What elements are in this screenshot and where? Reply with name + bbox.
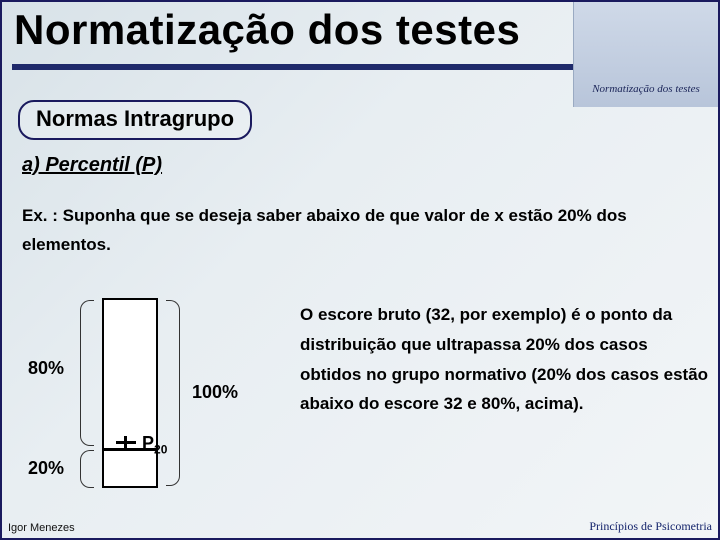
bracket-lower bbox=[80, 450, 94, 488]
marker-tick bbox=[116, 441, 136, 444]
section-box-label: Normas Intragrupo bbox=[18, 100, 252, 140]
footer-subject: Princípios de Psicometria bbox=[589, 519, 712, 534]
label-lower: 20% bbox=[28, 458, 64, 479]
marker-label: P20 bbox=[142, 433, 167, 457]
header-thumbnail-text: Normatização dos testes bbox=[592, 83, 700, 95]
marker-label-sub: 20 bbox=[154, 443, 167, 457]
diagram-bar bbox=[102, 298, 158, 488]
bracket-total bbox=[166, 300, 180, 486]
page-title: Normatização dos testes bbox=[14, 6, 520, 54]
slide-header: Normatização dos testes Normatização dos… bbox=[0, 0, 720, 105]
footer-author: Igor Menezes bbox=[8, 522, 75, 534]
bracket-upper bbox=[80, 300, 94, 446]
label-upper: 80% bbox=[28, 358, 64, 379]
label-total: 100% bbox=[192, 382, 238, 403]
header-thumbnail: Normatização dos testes bbox=[573, 2, 718, 107]
marker-label-main: P bbox=[142, 433, 154, 453]
percentile-diagram: 80% 20% 100% P20 bbox=[12, 298, 272, 498]
explanation-text: O escore bruto (32, por exemplo) é o pon… bbox=[300, 300, 710, 419]
example-text: Ex. : Suponha que se deseja saber abaixo… bbox=[22, 202, 682, 260]
title-underline bbox=[12, 64, 582, 70]
subheading: a) Percentil (P) bbox=[22, 154, 162, 177]
